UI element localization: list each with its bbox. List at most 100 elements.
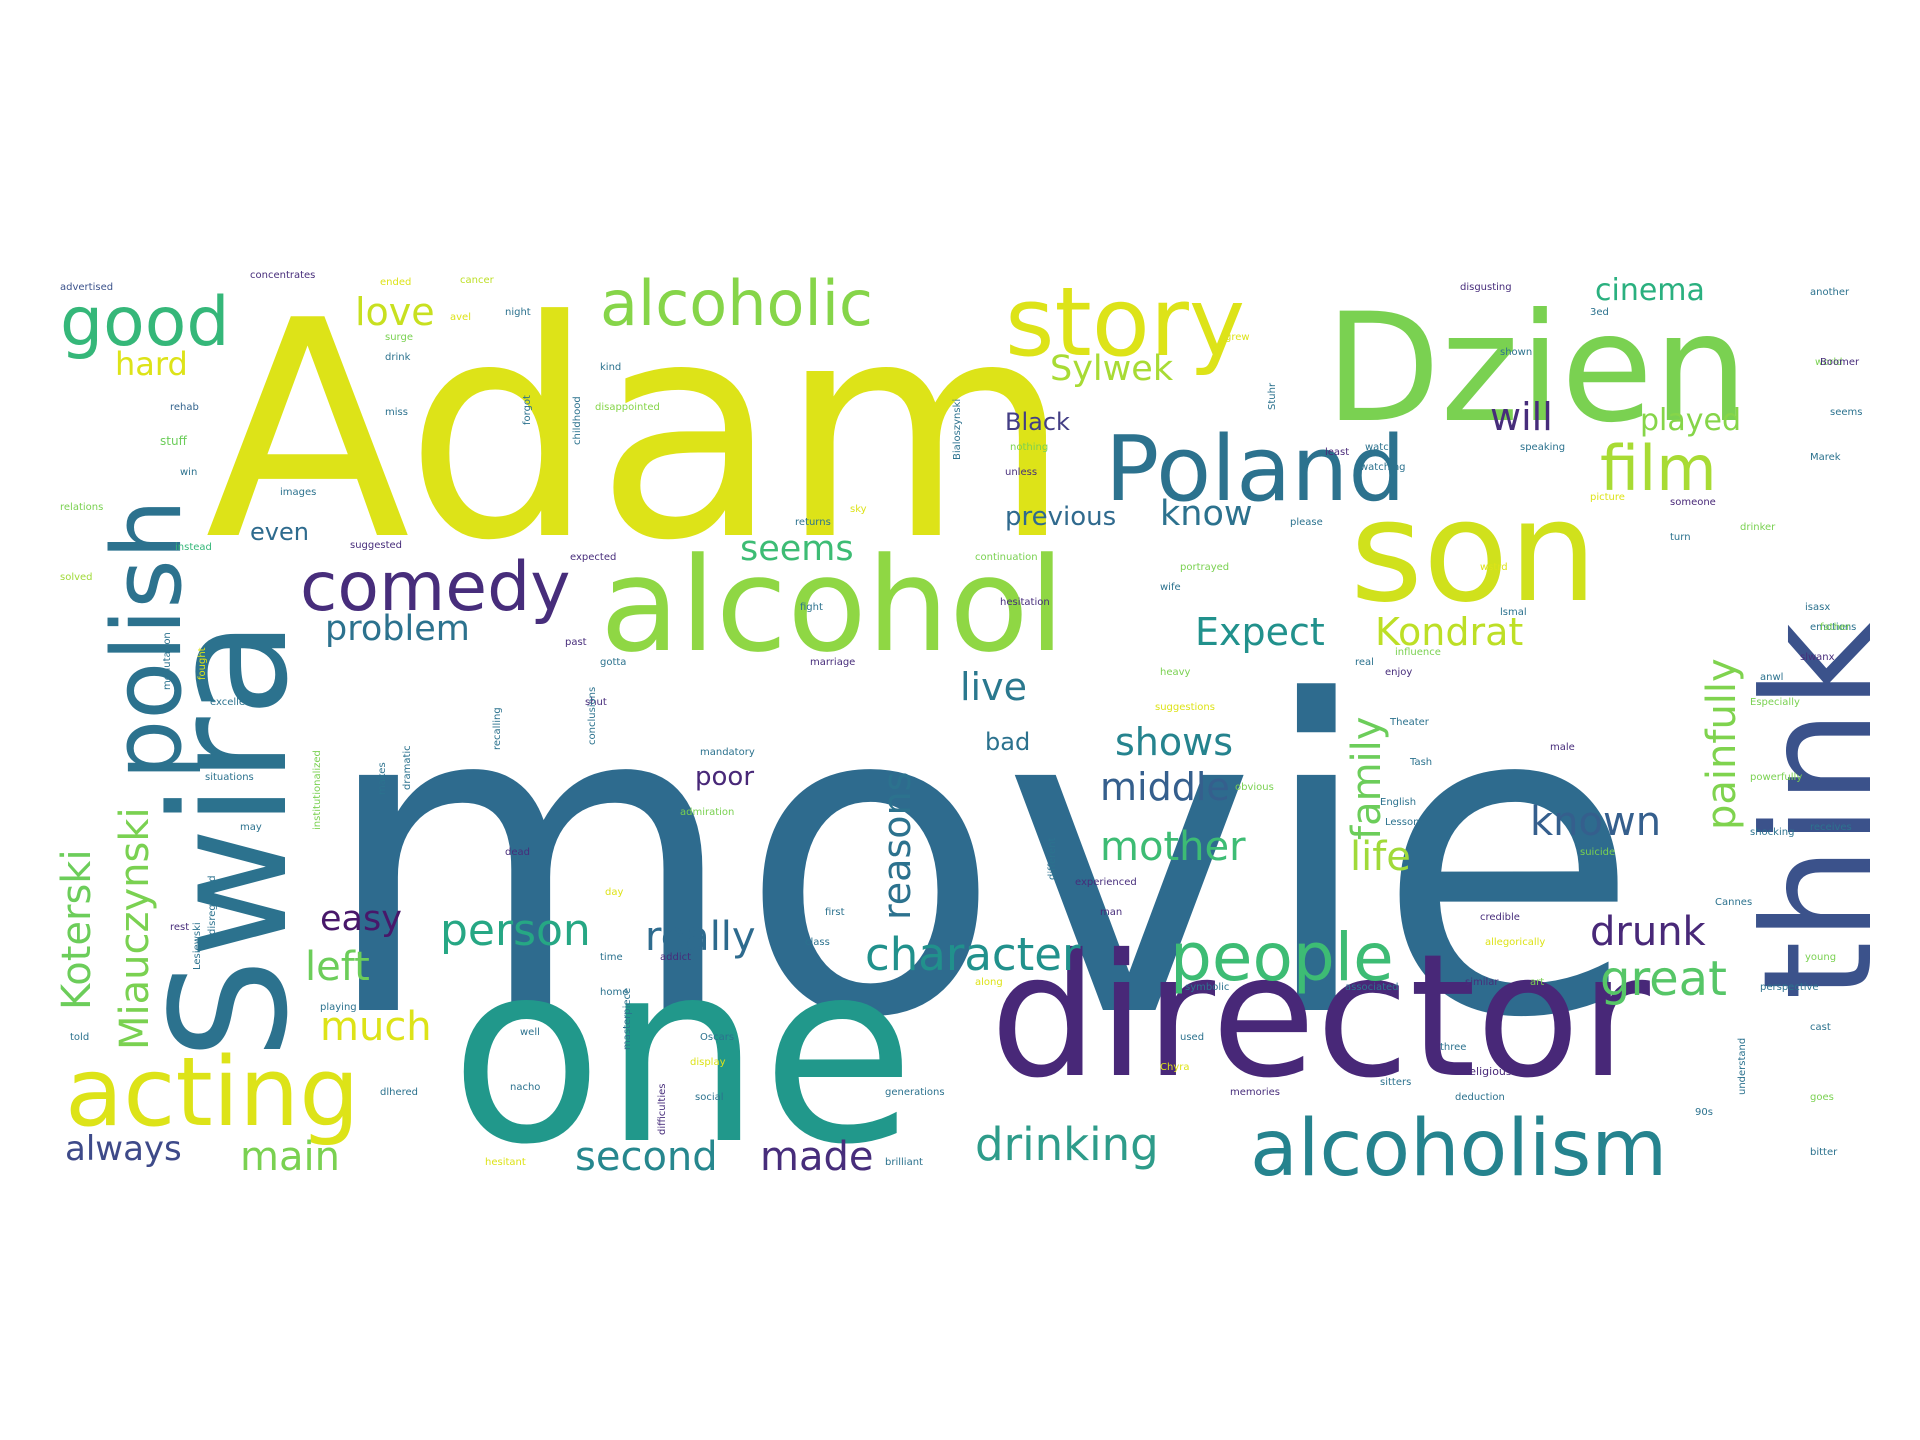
word-solved: solved [60,572,93,583]
word-picture: picture [1590,492,1625,503]
word-admiration: admiration [680,807,734,818]
word-hard: hard [115,345,188,383]
word-religious: religious [1465,1065,1512,1078]
word-menutation: menutation [162,632,173,690]
word-alcohol: alcohol [600,529,1065,681]
word-poland: Poland [1105,417,1405,522]
word-symbolic: symbolic [1185,982,1229,993]
word-sitters: sitters [1380,1077,1411,1088]
word-generations: generations [885,1087,945,1098]
word-easy: easy [320,899,402,939]
word-institutionalized: institutionalized [312,750,323,830]
word-wstrd: wstrd [1480,562,1508,573]
word-deduction: deduction [1455,1092,1505,1103]
word-boomer: Boomer [1820,357,1860,368]
word-oscars: Oscars [700,1032,734,1043]
word-stuhr: Stuhr [1267,382,1278,410]
word-kind: kind [600,362,621,373]
word-conclusions: conclusions [587,687,598,745]
word-addict: addict [660,952,691,963]
word-least: least [1325,447,1349,458]
word-poor: poor [695,762,754,792]
word-win: win [180,467,197,478]
word-son: son [1350,471,1597,634]
word-well: well [520,1027,540,1038]
word-miauczynski: Miauczynski [112,807,158,1050]
word-someone: someone [1670,497,1716,508]
word-speaking: speaking [1520,442,1565,453]
word-cannes: Cannes [1715,897,1752,908]
word-even: even [250,518,309,546]
word-fight: fight [800,602,823,613]
word-koterski: Koterski [54,849,100,1010]
word-three: three [1440,1042,1466,1053]
word-disregarded: disregarded [207,875,218,935]
word-watching: watching [1360,462,1406,473]
word-along: along [975,977,1003,988]
word-concentrates: concentrates [250,270,315,281]
word-dzien: Dzien [1325,282,1748,456]
word-wife: wife [1160,582,1181,593]
word-alcoholic: alcoholic [600,267,873,340]
word-emotions: emotions [1810,622,1856,633]
word-slwanx: slwanx [1800,652,1835,663]
word-portrayed: portrayed [1180,562,1229,573]
word-seems2: seems [1830,407,1862,418]
word-avel: avel [450,312,471,323]
word-reasons: reasons [875,772,919,920]
word-bitter: bitter [1810,1147,1838,1158]
word-middle: middle [1100,765,1230,809]
word-main: main [240,1134,340,1180]
word-continuation: continuation [975,552,1038,563]
word-black: Black [1005,408,1070,436]
word-instead: instead [175,542,212,553]
word-brilliant: brilliant [885,1157,923,1168]
word-acting: acting [65,1038,360,1148]
word-perspective: perspective [1760,982,1819,993]
word-dramatic: dramatic [402,745,413,790]
word-cast: cast [1810,1022,1831,1033]
word-receives: receives [1810,822,1852,833]
word-ended: ended [380,277,411,288]
word-dead: dead [505,847,530,858]
word-alcoholism: alcoholism [1250,1104,1667,1194]
word-enjoy: enjoy [1385,667,1412,678]
word-father: father [1820,622,1851,633]
word-character: character [865,928,1081,981]
word-miss: miss [385,407,408,418]
word-lesiewski: Lesiewski [192,922,203,970]
word-drink: drink [385,352,411,363]
word-night: night [505,307,531,318]
word-nothing: nothing [1010,442,1048,453]
word-credible: credible [1480,912,1520,923]
word-turn: turn [1670,532,1691,543]
word-shut: shut [585,697,607,708]
word-kondrat: Kondrat [1375,610,1523,654]
word-may: may [240,822,262,833]
word-disappointed: disappointed [595,402,660,413]
word-think: think [1732,622,1906,1000]
word-advertised: advertised [60,282,113,293]
word-previous: previous [1005,502,1116,532]
word-movie: movie [320,612,1640,1112]
word-obvious: obvious [1235,782,1274,793]
word-situations: situations [205,772,254,783]
word-drunk: drunk [1590,909,1707,955]
word-know: know [1160,494,1253,534]
word-seems: seems [740,529,854,569]
word-makes: makes [377,762,388,795]
word-90s: 90s [1695,1107,1713,1118]
word-problem: problem [325,609,470,649]
word-rest: rest [170,922,189,933]
word-unless: unless [1005,467,1037,478]
word-especially: Especially [1750,697,1800,708]
word-much: much [320,1004,432,1050]
word-gotta: gotta [600,657,626,668]
word-always: always [65,1129,182,1169]
word-relations: relations [60,502,103,513]
word-time: time [600,952,623,963]
word-left: left [305,944,370,990]
word-real: real [1355,657,1374,668]
word-tash: Tash [1409,757,1432,768]
word-film: film [1600,432,1717,505]
